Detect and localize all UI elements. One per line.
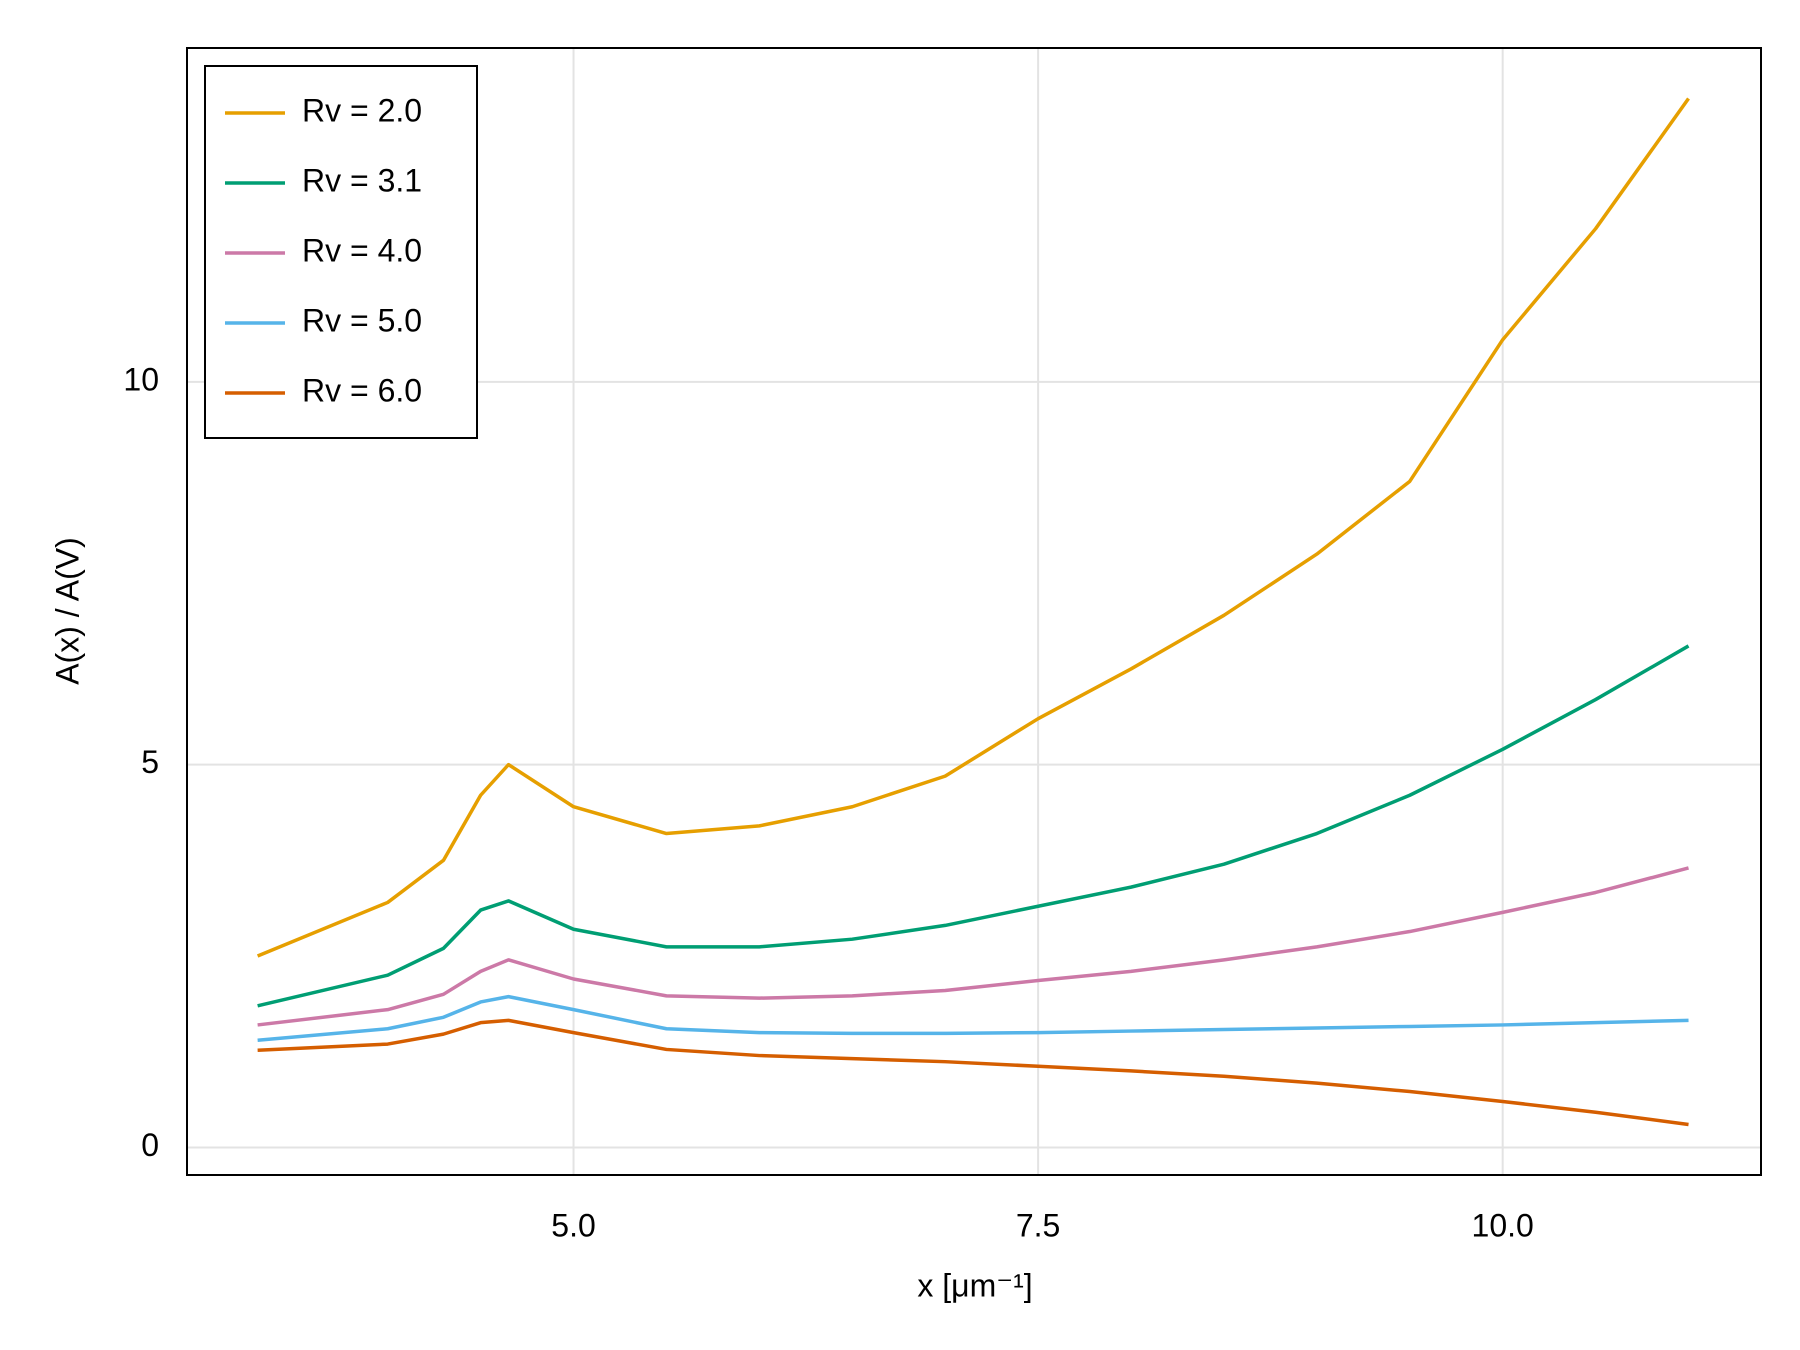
y-axis-label: A(x) / A(V) bbox=[49, 537, 85, 685]
x-axis-label: x [μm⁻¹] bbox=[917, 1267, 1032, 1303]
x-tick-label: 5.0 bbox=[551, 1207, 595, 1243]
x-tick-label: 7.5 bbox=[1016, 1207, 1060, 1243]
y-tick-label: 0 bbox=[141, 1127, 159, 1163]
legend-label: Rv = 6.0 bbox=[302, 372, 422, 408]
legend-label: Rv = 4.0 bbox=[302, 232, 422, 268]
legend-label: Rv = 2.0 bbox=[302, 92, 422, 128]
line bbox=[257, 1018, 1689, 1127]
plot-frame bbox=[186, 47, 1762, 1176]
x-tick-label: 10.0 bbox=[1472, 1207, 1534, 1243]
legend-label: Rv = 3.1 bbox=[302, 162, 422, 198]
y-tick-label: 10 bbox=[123, 361, 159, 397]
line bbox=[257, 866, 1689, 1027]
line bbox=[256, 97, 1690, 958]
y-tick-label: 5 bbox=[141, 744, 159, 780]
legend-label: Rv = 5.0 bbox=[302, 302, 422, 338]
line bbox=[257, 994, 1689, 1042]
line bbox=[257, 644, 1690, 1008]
